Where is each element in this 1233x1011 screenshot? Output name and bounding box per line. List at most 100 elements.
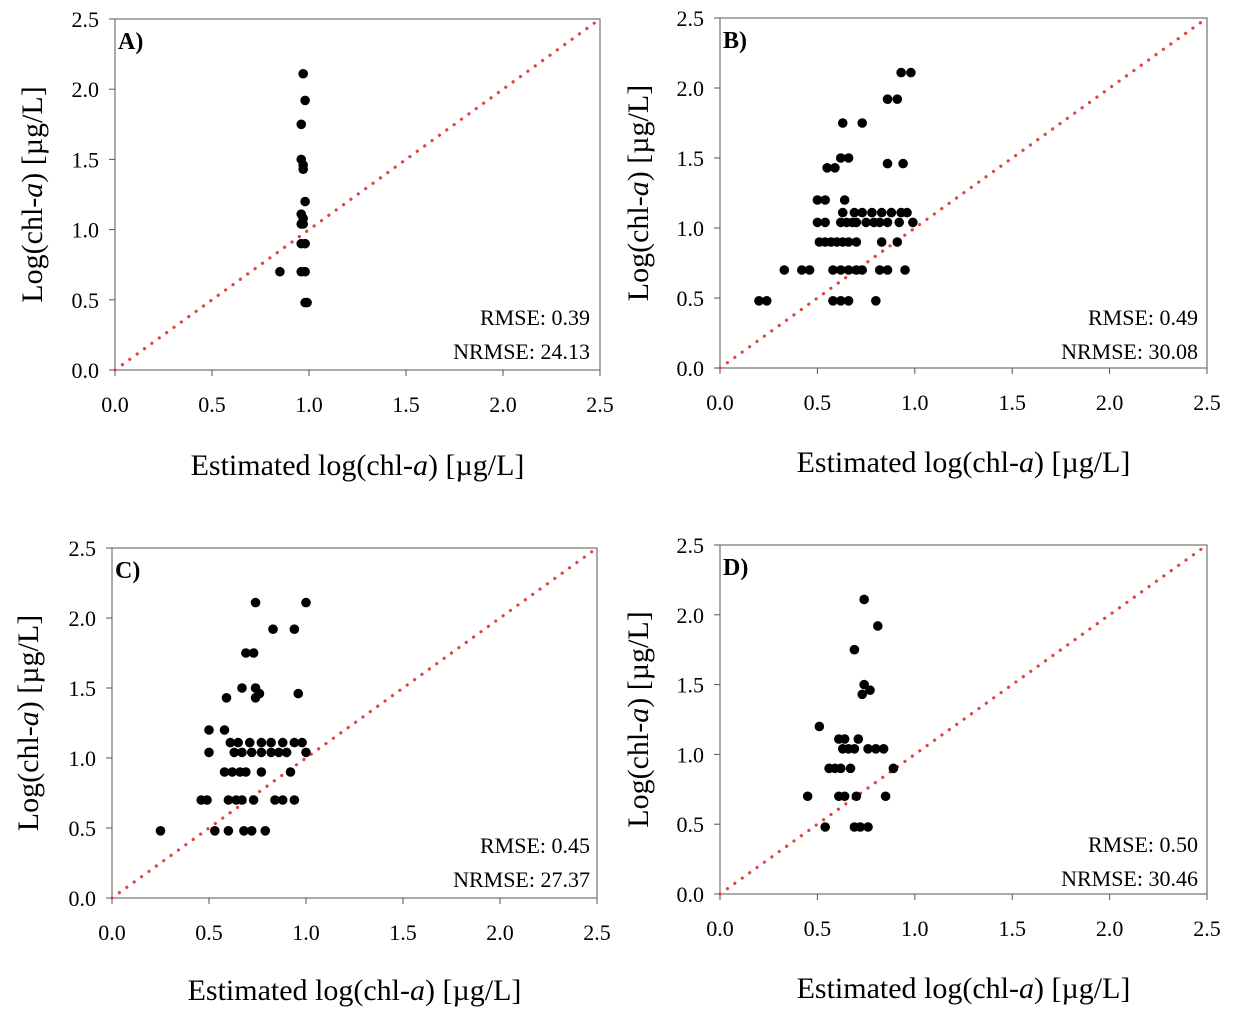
y-tick-label: 1.0: [677, 742, 705, 767]
data-point: [820, 217, 830, 228]
data-point: [837, 118, 848, 128]
data-point: [820, 195, 830, 205]
data-point: [300, 266, 310, 277]
data-point: [843, 237, 854, 247]
x-tick-label: 1.5: [392, 392, 420, 417]
data-point: [223, 826, 234, 836]
x-tick-label: 0.0: [101, 392, 129, 417]
data-point: [260, 826, 271, 836]
y-tick-label: 1.0: [72, 218, 100, 243]
data-point: [857, 689, 868, 700]
data-point: [202, 795, 212, 805]
data-point: [839, 791, 850, 802]
x-axis-label-part: a: [1019, 972, 1034, 1005]
y-tick-label: 1.5: [72, 147, 100, 172]
data-point: [859, 594, 869, 605]
data-point: [898, 158, 908, 169]
x-tick-label: 2.5: [1193, 916, 1221, 941]
y-tick-label: 2.5: [69, 536, 97, 561]
data-point: [828, 265, 838, 275]
x-axis-label-part: Estimated log(chl-: [191, 449, 413, 482]
data-point: [244, 737, 255, 748]
data-point: [906, 67, 916, 78]
data-point: [835, 153, 846, 163]
rmse-label: RMSE: 0.50: [1088, 832, 1198, 857]
data-point: [250, 693, 261, 703]
y-axis-label: Log(chl-a) [µg/L]: [622, 85, 655, 301]
rmse-label: RMSE: 0.39: [480, 305, 590, 330]
one-to-one-line: [718, 543, 1209, 896]
data-point: [874, 217, 885, 228]
x-axis-label-part: ) [µg/L]: [1034, 446, 1130, 479]
rmse-label: RMSE: 0.49: [1088, 305, 1198, 330]
y-axis-label-part: Log(chl-: [12, 726, 45, 831]
panel-label: B): [723, 28, 747, 54]
y-axis-label: Log(chl-a) [µg/L]: [12, 615, 45, 831]
data-point: [839, 734, 850, 744]
data-point: [843, 153, 854, 163]
data-point: [237, 683, 247, 693]
data-point: [853, 734, 864, 744]
data-point: [248, 648, 259, 658]
y-axis-label-part: ) [µg/L]: [622, 85, 655, 181]
data-point: [237, 747, 247, 758]
data-point: [882, 217, 893, 228]
data-point: [761, 296, 772, 306]
y-tick-label: 2.0: [677, 76, 705, 101]
data-point: [880, 791, 891, 802]
y-tick-label: 2.5: [677, 6, 705, 31]
x-tick-label: 1.5: [998, 390, 1026, 415]
data-point: [857, 265, 868, 275]
data-point: [300, 238, 310, 249]
data-point: [874, 265, 885, 275]
data-point: [229, 747, 240, 758]
data-point: [237, 795, 247, 805]
x-tick-label: 2.5: [583, 920, 611, 945]
y-axis-label-part: a: [622, 181, 655, 196]
one-to-one-line: [113, 17, 602, 372]
x-axis-label-part: a: [1019, 446, 1034, 479]
x-tick-label: 0.0: [706, 390, 734, 415]
one-to-one-line: [718, 16, 1209, 370]
x-axis-label-part: ) [µg/L]: [428, 449, 524, 482]
data-point: [814, 721, 825, 732]
data-point: [855, 822, 866, 832]
data-point: [297, 737, 307, 748]
x-axis-label-part: ) [µg/L]: [1034, 972, 1130, 1005]
x-tick-label: 2.0: [486, 920, 514, 945]
y-tick-label: 0.0: [677, 882, 705, 907]
data-point: [256, 737, 267, 748]
data-point: [812, 217, 823, 228]
y-tick-label: 2.5: [677, 533, 705, 558]
data-point: [277, 737, 288, 748]
data-point: [876, 237, 887, 247]
data-point: [241, 767, 251, 777]
x-tick-label: 1.5: [389, 920, 417, 945]
y-tick-label: 0.0: [69, 886, 97, 911]
data-point: [239, 826, 249, 836]
data-point: [882, 158, 893, 169]
data-point: [843, 265, 854, 275]
data-point: [256, 767, 267, 777]
data-point: [849, 207, 860, 218]
data-point: [882, 265, 893, 275]
data-point: [797, 265, 807, 275]
data-point: [886, 207, 897, 218]
data-point: [219, 767, 230, 777]
data-point: [266, 747, 276, 758]
data-point: [221, 693, 232, 703]
data-point: [754, 296, 764, 306]
data-point: [289, 795, 300, 805]
y-axis-label-part: Log(chl-: [622, 196, 655, 301]
data-point: [250, 597, 261, 608]
y-axis-label: Log(chl-a) [µg/L]: [622, 611, 655, 827]
data-point: [839, 195, 850, 205]
data-point: [851, 217, 862, 228]
x-axis-label: Estimated log(chl-a) [µg/L]: [797, 446, 1131, 479]
data-point: [851, 791, 862, 802]
y-tick-label: 0.0: [677, 356, 705, 381]
y-axis-label-part: a: [622, 708, 655, 723]
x-axis-label-part: a: [410, 974, 425, 1007]
data-point: [863, 744, 873, 754]
data-point: [248, 795, 259, 805]
